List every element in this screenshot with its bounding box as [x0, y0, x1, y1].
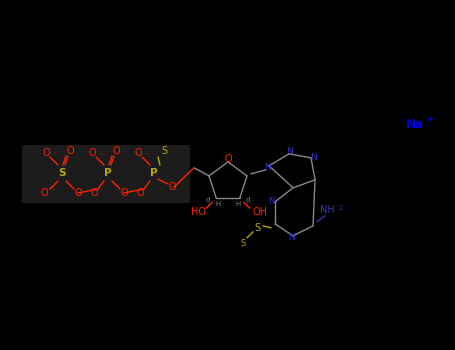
Text: O: O: [66, 146, 74, 156]
Text: O: O: [42, 148, 50, 158]
Bar: [22, 145, 190, 203]
Text: O: O: [224, 154, 232, 164]
Text: H: H: [216, 201, 221, 207]
Text: N: N: [288, 233, 294, 242]
Text: OH: OH: [252, 207, 267, 217]
Text: H: H: [235, 201, 240, 207]
Text: d: d: [206, 197, 210, 203]
Text: P: P: [150, 168, 158, 178]
Text: N: N: [263, 163, 270, 172]
Text: O: O: [136, 188, 144, 198]
Text: d: d: [246, 197, 250, 203]
Text: N: N: [310, 153, 316, 162]
Text: O: O: [40, 188, 48, 198]
Text: O: O: [74, 188, 82, 198]
Text: ⁻: ⁻: [145, 152, 149, 158]
Text: ⁻: ⁻: [53, 152, 57, 158]
Text: +: +: [427, 116, 434, 125]
Text: P: P: [104, 168, 112, 178]
Text: Na: Na: [406, 119, 424, 132]
Text: O: O: [134, 148, 142, 158]
Text: NH: NH: [320, 205, 334, 215]
Text: S: S: [254, 223, 260, 233]
Text: O: O: [90, 188, 98, 198]
Text: 2: 2: [339, 205, 343, 211]
Text: O: O: [168, 182, 176, 192]
Text: S: S: [161, 146, 167, 156]
Text: S: S: [58, 168, 66, 178]
Text: S: S: [240, 239, 246, 248]
Text: ⁻: ⁻: [51, 188, 55, 194]
Text: O: O: [120, 188, 128, 198]
Text: HO: HO: [191, 207, 206, 217]
Text: O: O: [112, 146, 120, 156]
Text: N: N: [286, 147, 293, 156]
Text: ⁻: ⁻: [99, 152, 103, 158]
Text: O: O: [88, 148, 96, 158]
Text: N: N: [268, 197, 274, 206]
